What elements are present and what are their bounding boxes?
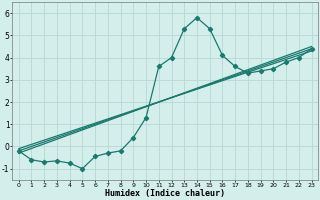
- X-axis label: Humidex (Indice chaleur): Humidex (Indice chaleur): [105, 189, 225, 198]
